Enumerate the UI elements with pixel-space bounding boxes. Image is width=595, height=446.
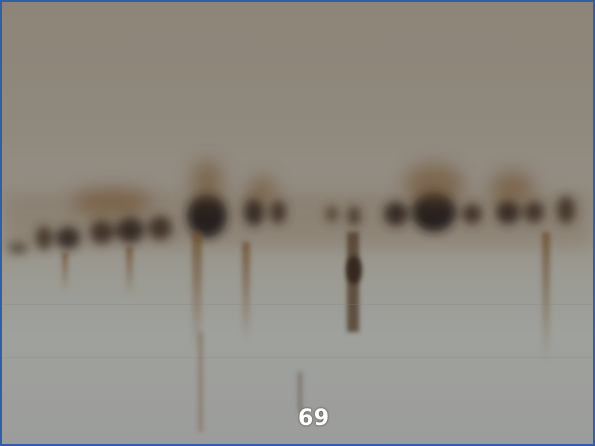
gel-number-label: 69 [298,406,330,431]
